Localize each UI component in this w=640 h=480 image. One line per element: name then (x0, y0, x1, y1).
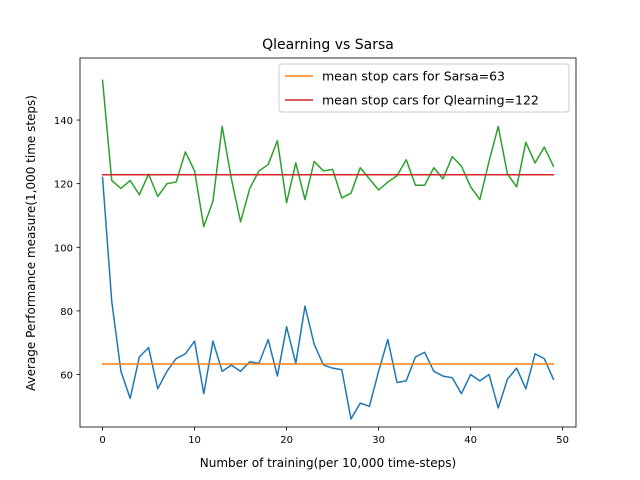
legend: mean stop cars for Sarsa=63 mean stop car… (278, 63, 570, 113)
y-tick-label: 140 (54, 116, 73, 127)
series-layer (101, 79, 555, 420)
axes-layer: 0 10 20 30 40 50 60 80 100 120 140 (54, 57, 577, 446)
x-tick-label: 50 (556, 435, 569, 446)
x-tick-label: 30 (372, 435, 385, 446)
series-line-1 (101, 79, 555, 228)
y-tick-label: 60 (60, 371, 73, 382)
plot-frame (79, 57, 577, 428)
x-tick-label: 40 (464, 435, 477, 446)
y-tick-label: 120 (54, 180, 73, 191)
x-tick-label: 0 (99, 435, 105, 446)
y-tick-label: 100 (54, 243, 73, 254)
legend-box (278, 63, 570, 113)
legend-label: mean stop cars for Qlearning=122 (322, 93, 539, 108)
y-tick-label: 80 (60, 307, 73, 318)
x-tick-label: 20 (280, 435, 293, 446)
x-tick-label: 10 (188, 435, 201, 446)
series-line-2 (101, 176, 555, 420)
x-axis-label: Number of training(per 10,000 time-steps… (200, 456, 456, 470)
y-axis-label: Average Performance measure(1,000 time s… (24, 95, 38, 391)
legend-label: mean stop cars for Sarsa=63 (322, 69, 505, 84)
chart-title: Qlearning vs Sarsa (262, 37, 394, 53)
